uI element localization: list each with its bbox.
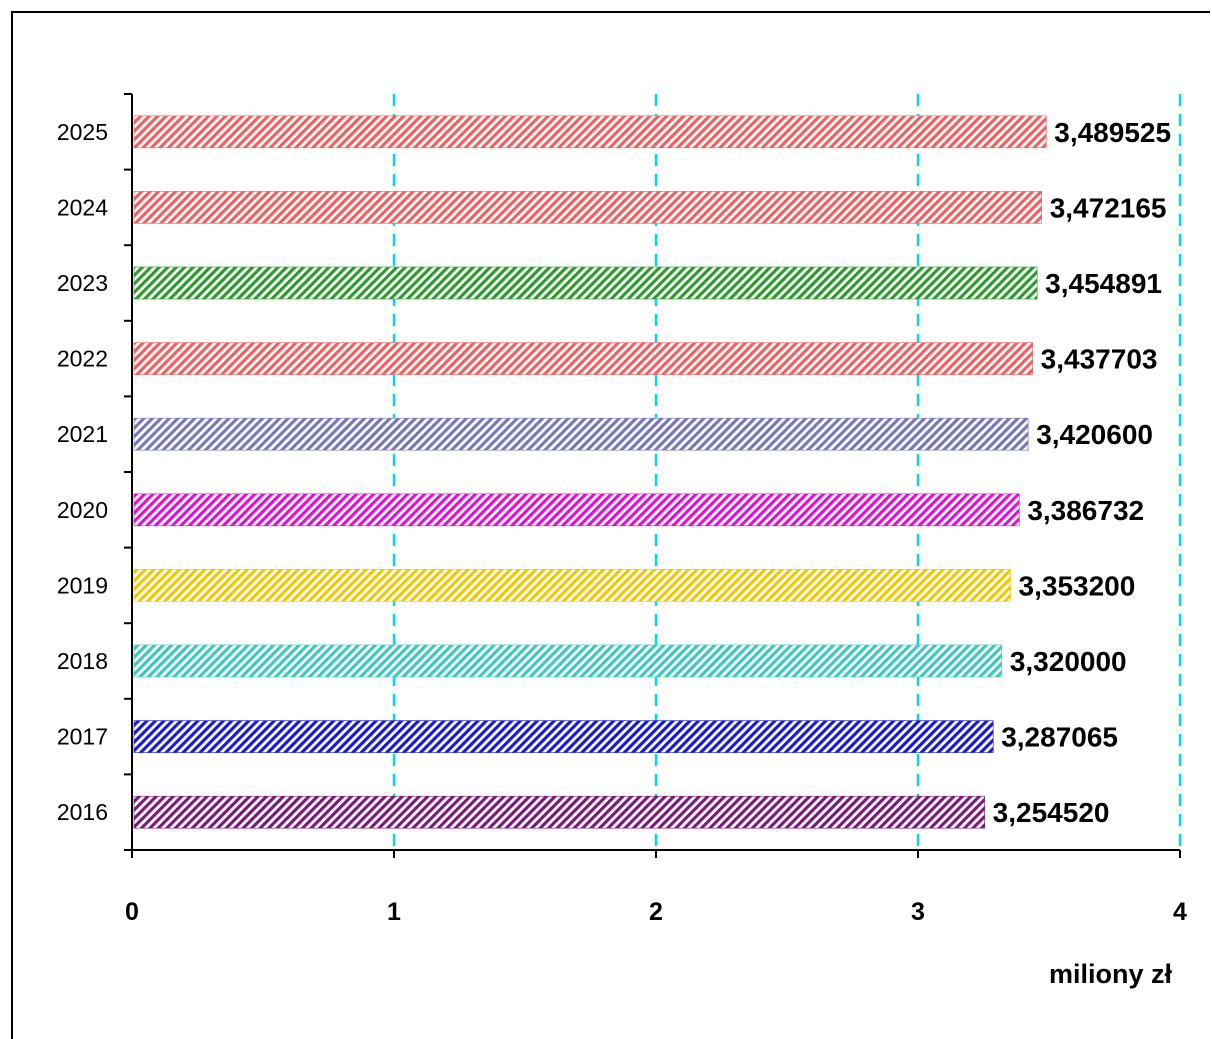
y-category-label-2017: 2017 [57, 724, 108, 750]
y-category-label-2018: 2018 [57, 648, 108, 674]
bar-2022 [133, 342, 1033, 375]
y-category-label-2024: 2024 [57, 194, 108, 220]
x-tick-label-3: 3 [911, 898, 925, 926]
x-tick-label-2: 2 [649, 898, 663, 926]
x-axis-title: miliony zł [1049, 959, 1173, 989]
bars [133, 115, 1047, 829]
data-label-2025: 3,489525 [1054, 117, 1171, 148]
axes [124, 93, 1181, 858]
bar-2023 [133, 266, 1038, 300]
y-category-label-2016: 2016 [57, 799, 108, 825]
data-label-2021: 3,420600 [1036, 419, 1153, 450]
data-label-2018: 3,320000 [1010, 646, 1127, 677]
y-category-label-2025: 2025 [57, 119, 108, 145]
labels: 0 1 2 3 4 2016 3,254520 2017 3,287065 2018 3,32000… [57, 117, 1187, 926]
data-label-2017: 3,287065 [1001, 722, 1118, 753]
data-label-2022: 3,437703 [1041, 344, 1158, 375]
data-label-2024: 3,472165 [1050, 192, 1167, 223]
bar-2025 [133, 115, 1047, 149]
bar-2024 [133, 191, 1043, 224]
bar-2016 [133, 795, 985, 829]
bar-2019 [133, 569, 1011, 602]
data-label-2020: 3,386732 [1027, 495, 1144, 526]
bar-2018 [133, 644, 1003, 678]
y-category-label-2020: 2020 [57, 497, 108, 523]
chart-frame [11, 11, 1210, 1039]
x-tick-label-0: 0 [125, 898, 139, 926]
y-category-label-2019: 2019 [57, 572, 108, 598]
data-label-2016: 3,254520 [993, 797, 1110, 828]
bar-2021 [133, 417, 1029, 451]
data-label-2023: 3,454891 [1045, 268, 1162, 299]
y-category-label-2021: 2021 [57, 421, 108, 447]
bar-2020 [133, 493, 1020, 527]
x-tick-label-4: 4 [1173, 898, 1187, 926]
y-category-label-2023: 2023 [57, 270, 108, 296]
y-category-label-2022: 2022 [57, 346, 108, 372]
bar-2017 [133, 720, 994, 753]
data-label-2019: 3,353200 [1019, 570, 1136, 601]
x-tick-label-1: 1 [387, 898, 401, 926]
